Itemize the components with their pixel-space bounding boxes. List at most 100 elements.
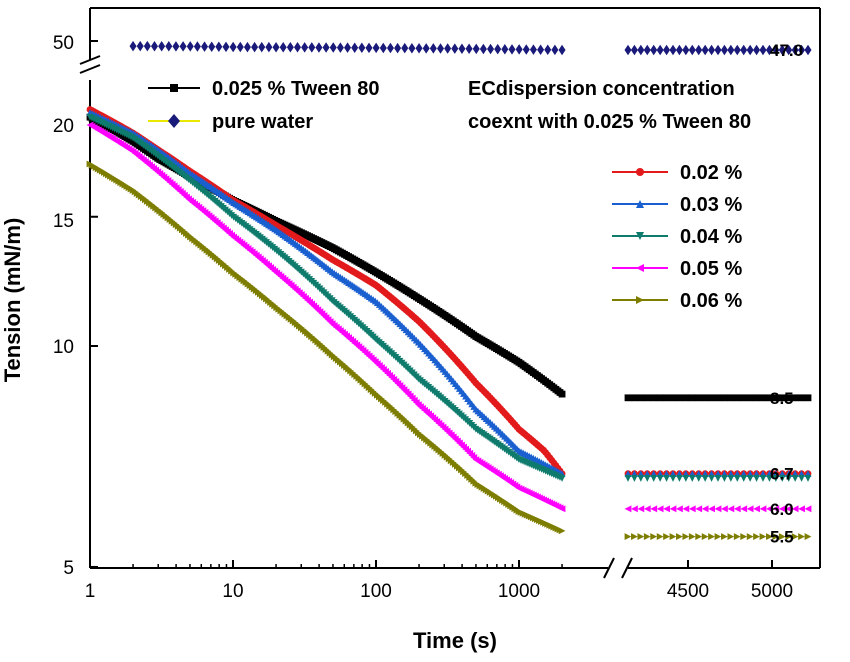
data-point xyxy=(643,475,651,482)
data-point xyxy=(804,394,812,402)
data-point xyxy=(688,505,696,513)
data-point xyxy=(479,43,487,55)
data-point xyxy=(643,44,651,56)
data-point xyxy=(682,533,690,540)
data-point xyxy=(415,43,423,54)
data-point xyxy=(727,44,735,56)
data-point xyxy=(172,41,180,52)
data-point xyxy=(401,42,409,54)
data-point xyxy=(676,475,683,482)
legend-marker xyxy=(636,296,644,304)
data-point xyxy=(733,475,741,482)
legend-label: 0.04 % xyxy=(680,226,742,248)
data-point xyxy=(785,394,793,402)
data-point xyxy=(663,505,670,513)
data-point xyxy=(558,505,566,513)
data-point xyxy=(637,505,645,513)
x-tick-label: 1000 xyxy=(498,581,540,602)
y-axis-title: Tension (mN/m) xyxy=(0,218,25,383)
data-point xyxy=(501,43,509,55)
data-point xyxy=(714,505,722,513)
legend-note-line: ECdispersion concentration xyxy=(468,78,735,100)
data-point xyxy=(422,43,430,54)
data-point xyxy=(804,475,812,482)
x-tick-label: 4500 xyxy=(667,581,709,602)
legend-note: ECdispersion concentration coexnt with 0… xyxy=(468,78,751,133)
data-point xyxy=(624,44,632,56)
data-point xyxy=(746,44,754,56)
data-point xyxy=(631,475,638,482)
data-point xyxy=(386,42,394,54)
legend-marker xyxy=(636,232,644,240)
data-point xyxy=(408,42,416,54)
data-point xyxy=(650,394,658,402)
x-tick-label: 100 xyxy=(360,581,392,602)
data-point xyxy=(791,533,799,540)
data-point xyxy=(682,505,690,513)
data-point xyxy=(637,394,645,402)
data-point xyxy=(201,41,209,52)
data-point xyxy=(721,394,728,402)
legend-label: 0.025 % Tween 80 xyxy=(212,78,380,100)
data-point xyxy=(637,533,645,540)
end-value-label: 6.0 xyxy=(770,500,794,519)
data-point xyxy=(804,44,812,56)
data-point xyxy=(186,41,194,52)
data-point xyxy=(329,42,337,53)
data-point xyxy=(733,533,741,540)
data-point xyxy=(293,42,301,53)
data-point xyxy=(631,533,638,540)
data-point xyxy=(785,533,793,540)
data-point xyxy=(740,505,748,513)
data-point xyxy=(558,390,566,398)
x-tick-label: 5000 xyxy=(751,581,793,602)
y-axis-break-mark xyxy=(79,55,101,74)
data-point xyxy=(682,475,690,482)
data-point xyxy=(624,394,632,402)
data-point xyxy=(650,44,658,56)
end-value-label: 5.5 xyxy=(770,528,794,547)
data-point xyxy=(714,533,722,540)
data-point xyxy=(676,505,683,513)
data-point xyxy=(472,43,480,55)
data-point xyxy=(624,505,632,513)
legend-label: 0.05 % xyxy=(680,258,742,280)
data-point xyxy=(286,42,294,53)
data-point xyxy=(688,44,696,56)
data-point xyxy=(753,533,760,540)
data-point xyxy=(798,505,805,513)
data-point xyxy=(778,475,786,482)
data-point xyxy=(669,533,677,540)
y-tick-label: 5 xyxy=(63,558,74,579)
x-tick-label: 1 xyxy=(85,581,96,602)
data-point xyxy=(650,475,658,482)
legend-label: 0.03 % xyxy=(680,194,742,216)
series-0-05- xyxy=(86,121,812,513)
end-labels: 47.0 8.5 6.7 6.0 5.5 xyxy=(770,41,803,547)
data-point xyxy=(558,44,566,56)
y-tick-label: 15 xyxy=(53,211,74,232)
data-point xyxy=(733,394,741,402)
legend-entry: 0.05 % xyxy=(612,258,742,280)
data-point xyxy=(778,533,786,540)
data-point xyxy=(701,44,709,56)
data-point xyxy=(682,44,690,56)
data-point xyxy=(663,533,670,540)
data-point xyxy=(637,44,645,56)
legend-note-line: coexnt with 0.025 % Tween 80 xyxy=(468,111,751,133)
data-point xyxy=(721,505,728,513)
legend-entry-tween: 0.025 % Tween 80 xyxy=(148,78,380,100)
data-point xyxy=(753,475,760,482)
data-point xyxy=(791,475,799,482)
data-point xyxy=(179,41,187,52)
legend-marker xyxy=(636,168,644,176)
data-point xyxy=(365,42,373,54)
legend-marker xyxy=(636,264,644,272)
data-point xyxy=(465,43,473,55)
data-point xyxy=(351,42,359,53)
data-point xyxy=(624,533,632,540)
end-value-label: 47.0 xyxy=(770,41,803,60)
data-point xyxy=(772,533,780,540)
data-point xyxy=(772,475,780,482)
data-point xyxy=(746,394,754,402)
